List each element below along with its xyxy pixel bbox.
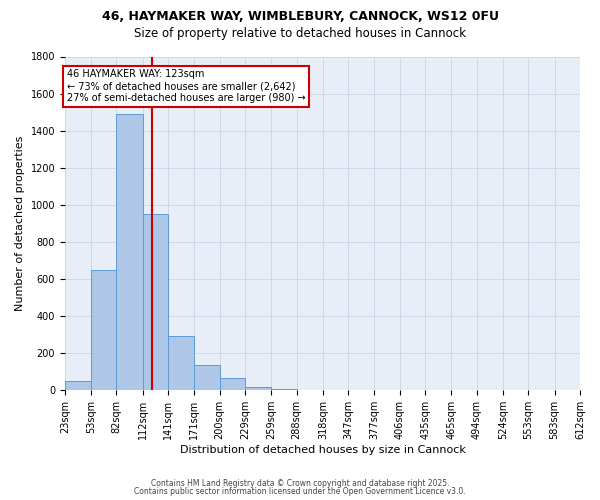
Y-axis label: Number of detached properties: Number of detached properties <box>15 136 25 311</box>
Text: Size of property relative to detached houses in Cannock: Size of property relative to detached ho… <box>134 28 466 40</box>
Bar <box>220 378 245 390</box>
Text: Contains HM Land Registry data © Crown copyright and database right 2025.: Contains HM Land Registry data © Crown c… <box>151 478 449 488</box>
Bar <box>194 366 220 390</box>
Bar <box>91 270 116 390</box>
Bar <box>168 336 194 390</box>
Bar <box>65 381 91 390</box>
Bar <box>116 114 143 390</box>
Text: 46, HAYMAKER WAY, WIMBLEBURY, CANNOCK, WS12 0FU: 46, HAYMAKER WAY, WIMBLEBURY, CANNOCK, W… <box>101 10 499 23</box>
X-axis label: Distribution of detached houses by size in Cannock: Distribution of detached houses by size … <box>179 445 466 455</box>
Text: Contains public sector information licensed under the Open Government Licence v3: Contains public sector information licen… <box>134 487 466 496</box>
Text: 46 HAYMAKER WAY: 123sqm
← 73% of detached houses are smaller (2,642)
27% of semi: 46 HAYMAKER WAY: 123sqm ← 73% of detache… <box>67 70 305 102</box>
Bar <box>245 386 271 390</box>
Bar <box>143 214 168 390</box>
